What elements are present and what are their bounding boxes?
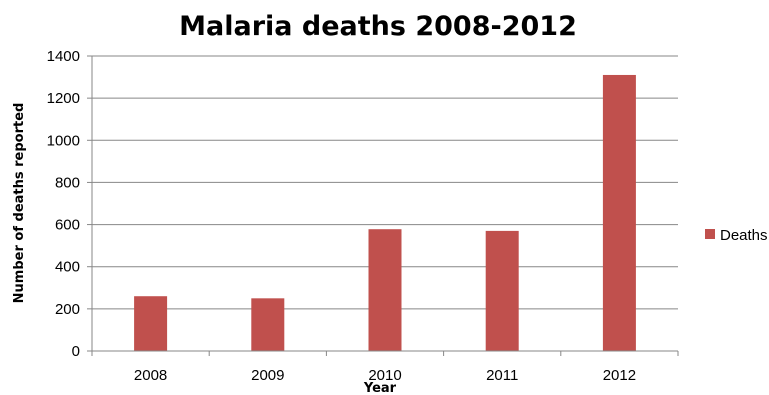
y-tick-labels: 0 200 400 600 800 1000 1200 1400 — [47, 48, 92, 360]
gridlines — [92, 55, 678, 310]
x-tick-label: 2009 — [251, 367, 284, 384]
bar-2011 — [485, 230, 519, 351]
bars — [134, 74, 636, 351]
x-tick-label: 2008 — [134, 367, 167, 384]
bar-2008 — [134, 296, 168, 351]
bar-2009 — [251, 298, 285, 351]
y-tick-label: 1000 — [47, 132, 80, 149]
y-tick-label: 400 — [55, 259, 80, 276]
y-axis-label: Number of deaths reported — [12, 103, 27, 304]
legend-swatch-deaths — [705, 229, 715, 239]
x-axis-label: Year — [363, 381, 397, 395]
x-tick-label: 2012 — [603, 367, 636, 384]
bar-2010 — [368, 229, 402, 351]
y-tick-label: 0 — [72, 343, 80, 360]
y-tick-label: 600 — [55, 217, 80, 234]
legend: Deaths — [705, 227, 768, 244]
chart-title: Malaria deaths 2008-2012 — [179, 11, 577, 42]
x-tick-label: 2011 — [486, 367, 518, 384]
x-tick-label: 2010 — [368, 367, 401, 384]
x-tick-labels: 2008 2009 2010 2011 2012 — [91, 351, 679, 384]
y-tick-label: 1400 — [47, 48, 80, 65]
y-tick-label: 1200 — [47, 90, 80, 107]
bar-2012 — [602, 74, 636, 351]
legend-label-deaths: Deaths — [720, 227, 768, 244]
axes — [91, 56, 678, 352]
y-tick-label: 800 — [55, 174, 80, 191]
y-tick-label: 200 — [55, 301, 80, 318]
